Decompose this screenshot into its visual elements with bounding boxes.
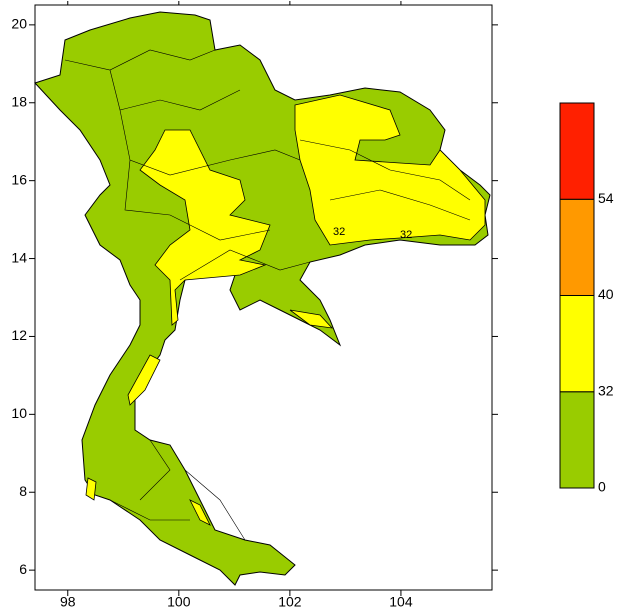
y-tick-label: 16 <box>11 171 27 187</box>
colorbar-label: 32 <box>598 382 614 398</box>
zone-32-40-south <box>85 309 334 526</box>
colorbar-label: 0 <box>598 479 606 495</box>
x-tick-label: 102 <box>278 594 302 610</box>
contour-label: 32 <box>333 226 345 238</box>
province-borders <box>64 49 471 541</box>
y-tick-label: 8 <box>19 483 27 499</box>
x-tick-label: 104 <box>389 594 413 610</box>
y-tick-label: 20 <box>11 16 27 32</box>
colorbar-segment <box>559 198 595 296</box>
x-tick-label: 100 <box>167 594 191 610</box>
y-tick-label: 12 <box>11 327 27 343</box>
colorbar-segment <box>559 295 595 393</box>
y-tick-label: 18 <box>11 93 27 109</box>
map-frame <box>34 4 493 591</box>
colorbar-segment <box>559 102 595 200</box>
colorbar-label: 40 <box>598 286 614 302</box>
colorbar-segment <box>559 391 595 489</box>
y-tick-label: 6 <box>19 561 27 577</box>
contour-label: 32 <box>400 229 412 241</box>
y-tick-label: 10 <box>11 405 27 421</box>
map-land <box>34 11 491 586</box>
x-tick-label: 98 <box>60 594 76 610</box>
zone-32-40-central <box>139 129 271 326</box>
country-outline <box>34 11 491 586</box>
y-tick-label: 14 <box>11 249 27 265</box>
colorbar-label: 54 <box>598 190 614 206</box>
